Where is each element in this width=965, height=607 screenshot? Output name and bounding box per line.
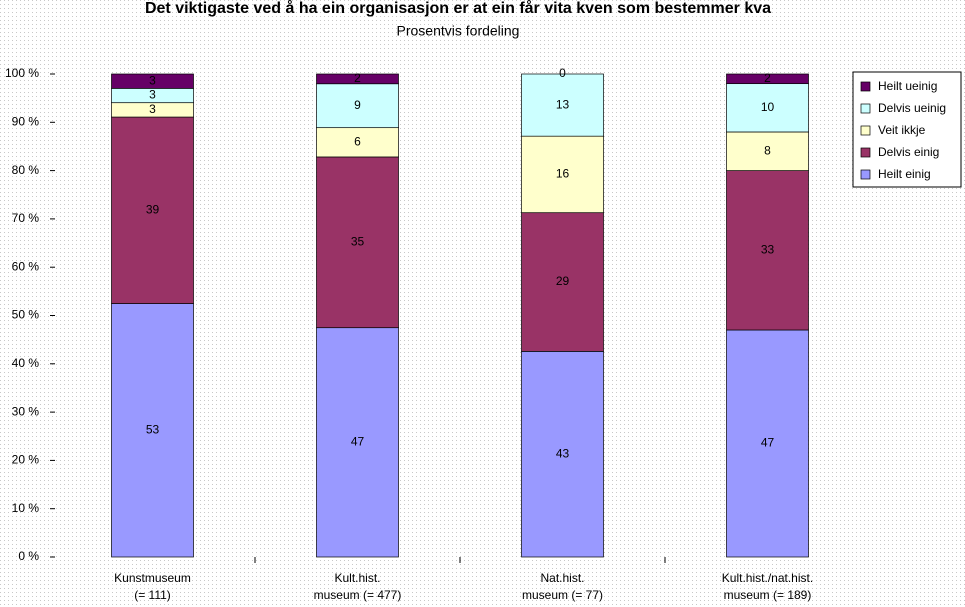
value-label: 3 [149, 102, 156, 116]
y-tick-label: 0 % [18, 549, 39, 563]
value-label: 8 [764, 143, 771, 157]
legend-swatch [860, 147, 871, 158]
y-tick-label: 60 % [12, 259, 40, 273]
legend: Heilt einig Delvis einig Veit ikkje Delvis … [852, 71, 962, 188]
value-label: 9 [354, 98, 361, 112]
y-tick-label: 10 % [12, 501, 40, 515]
bar-segment [726, 83, 809, 133]
bar-segment [726, 170, 809, 331]
y-tick-label: 70 % [12, 211, 40, 225]
bar-segment [726, 73, 809, 85]
value-label: 10 [761, 100, 775, 114]
x-tick-label: Kunstmuseum (= 111) [114, 571, 191, 602]
value-label: 33 [761, 242, 775, 256]
bar-segment [111, 116, 194, 304]
bar-segment [316, 73, 399, 85]
value-label: 47 [761, 436, 775, 450]
value-label: 43 [556, 446, 570, 460]
value-label: 6 [354, 134, 361, 148]
legend-label: Heilt ueinig [878, 79, 937, 93]
y-tick-label: 80 % [12, 163, 40, 177]
legend-swatch [860, 125, 871, 136]
value-label: 53 [146, 422, 160, 436]
y-tick-label: 90 % [12, 114, 40, 128]
value-label: 35 [351, 234, 365, 248]
x-tick-label: Nat.hist. museum (= 77) [522, 571, 603, 602]
bar-segment [316, 327, 399, 558]
legend-swatch [860, 81, 871, 92]
legend-label: Delvis ueinig [878, 101, 946, 115]
bar-segment [316, 127, 399, 158]
y-tick-label: 20 % [12, 453, 40, 467]
y-tick-label: 100 % [5, 66, 39, 80]
value-label: 3 [149, 88, 156, 102]
bar-segment [521, 73, 604, 137]
y-tick-label: 30 % [12, 404, 40, 418]
bar-segment [726, 131, 809, 171]
x-tick-label: Kult.hist. museum (= 477) [314, 571, 402, 602]
chart-subtitle: Prosentvis fordeling [397, 23, 520, 39]
legend-label: Veit ikkje [878, 123, 926, 137]
legend-swatch [860, 169, 871, 180]
y-tick-label: 50 % [12, 308, 40, 322]
bar-segment [316, 83, 399, 129]
value-label: 13 [556, 97, 570, 111]
bar-segment [316, 156, 399, 329]
y-tick-label: 40 % [12, 356, 40, 370]
bar-segment [111, 73, 194, 89]
legend-label: Delvis einig [878, 145, 939, 159]
value-label: 2 [354, 71, 361, 85]
legend-box [852, 71, 962, 188]
value-label: 47 [351, 435, 365, 449]
value-label: 2 [764, 71, 771, 85]
value-label: 39 [146, 202, 160, 216]
value-label: 0 [559, 66, 566, 80]
bar-segment [521, 351, 604, 558]
bar-segment [521, 212, 604, 352]
bar-segment [726, 329, 809, 558]
legend-swatch [860, 103, 871, 114]
x-tick-label: Kult.hist./nat.hist. museum (= 189) [722, 571, 813, 602]
value-label: 16 [556, 167, 570, 181]
value-label: 3 [149, 73, 156, 87]
value-label: 29 [556, 274, 570, 288]
bar-segment [111, 303, 194, 558]
bar-segment [521, 135, 604, 214]
legend-label: Heilt einig [878, 167, 931, 181]
chart-title: Det viktigaste ved å ha ein organisasjon… [145, 0, 771, 17]
